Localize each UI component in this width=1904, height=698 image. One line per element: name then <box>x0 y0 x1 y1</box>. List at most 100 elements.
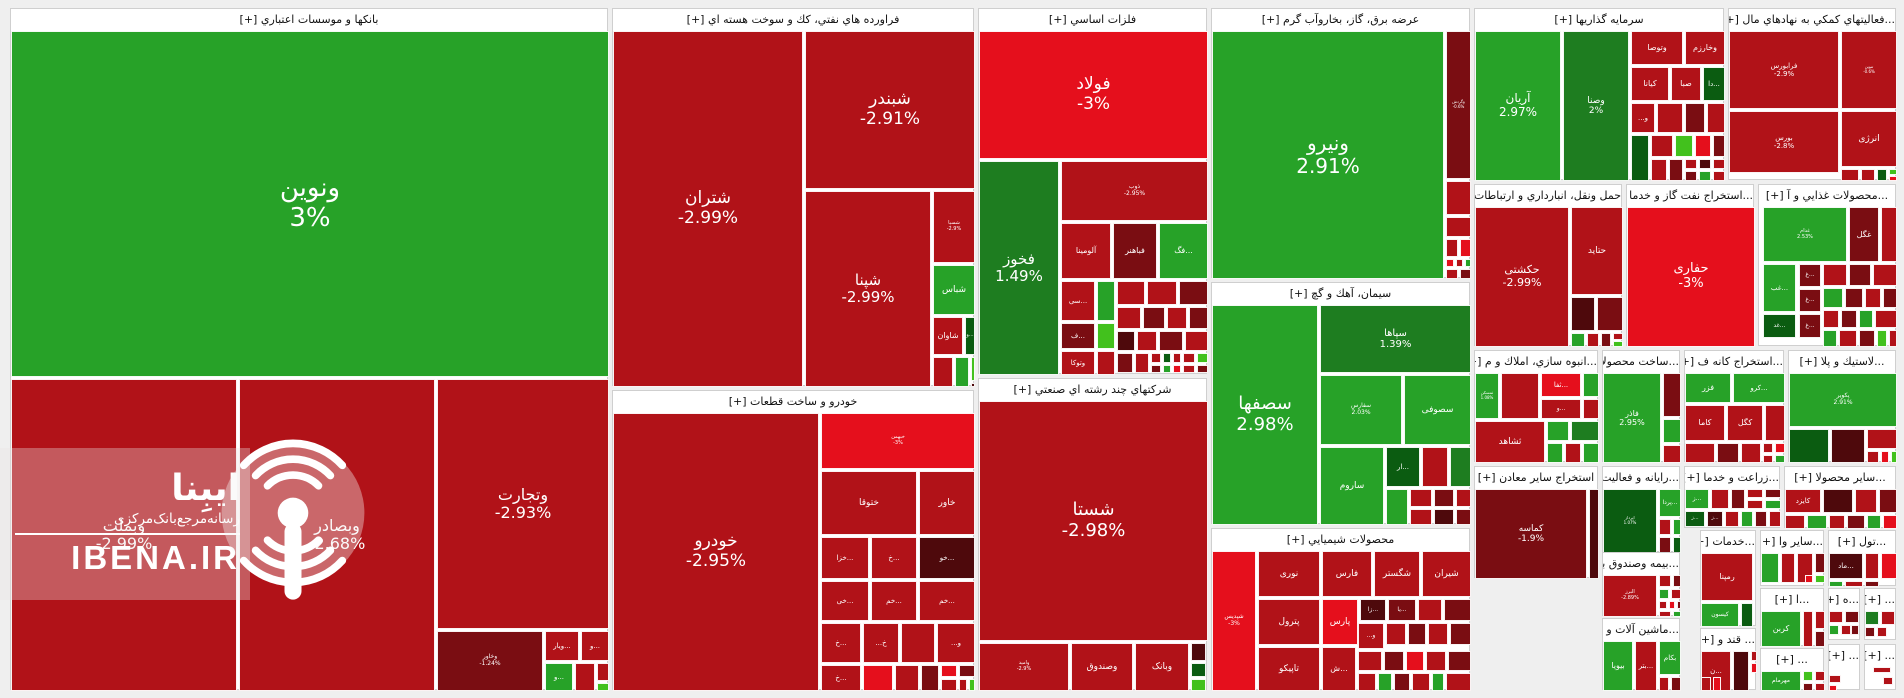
tile[interactable] <box>1448 651 1471 671</box>
tile[interactable] <box>1384 651 1404 671</box>
section-header-sugar[interactable]: ... قند و [+] <box>1701 629 1755 651</box>
tile[interactable] <box>1881 553 1897 579</box>
tile[interactable] <box>1805 575 1813 583</box>
tile[interactable] <box>1883 515 1897 529</box>
tile[interactable] <box>1841 625 1851 635</box>
section-header-misc-e[interactable]: ... [+] <box>1865 645 1895 667</box>
tile[interactable] <box>1465 259 1471 267</box>
section-header-misc-c[interactable]: ... [+] <box>1865 589 1895 611</box>
tile[interactable] <box>1571 297 1595 331</box>
tile[interactable] <box>1386 489 1408 525</box>
tile[interactable] <box>1763 443 1773 453</box>
section-header-production[interactable]: ...تول [+] <box>1829 531 1895 553</box>
tile[interactable] <box>1889 176 1897 181</box>
tile[interactable] <box>1446 673 1471 691</box>
tile[interactable] <box>1659 537 1671 553</box>
tile[interactable] <box>901 623 935 663</box>
tile-خودرو[interactable]: خودرو -2.95% <box>613 413 819 691</box>
tile[interactable] <box>1659 601 1667 609</box>
tile[interactable] <box>1891 451 1897 463</box>
tile[interactable] <box>1867 515 1881 529</box>
tile[interactable] <box>1197 353 1208 363</box>
tile[interactable] <box>1829 515 1845 529</box>
tile[interactable] <box>1408 623 1426 645</box>
tile-کاما[interactable]: کاما <box>1685 405 1725 441</box>
tile-...خی[interactable]: ...خی <box>821 581 869 621</box>
tile[interactable] <box>597 683 609 691</box>
tile[interactable] <box>1159 331 1183 351</box>
tile[interactable] <box>1613 341 1623 347</box>
tile[interactable] <box>1815 631 1825 647</box>
tile[interactable] <box>1501 373 1539 419</box>
tile[interactable] <box>1358 651 1382 671</box>
section-header-other-mining[interactable]: استخراج ساير معادن [+] <box>1475 467 1597 489</box>
tile[interactable] <box>1097 351 1115 375</box>
tile-رمپنا[interactable]: رمپنا <box>1701 553 1753 601</box>
tile[interactable] <box>1685 443 1715 463</box>
tile[interactable] <box>1815 553 1825 573</box>
tile[interactable] <box>1422 447 1448 487</box>
tile[interactable] <box>1803 683 1813 691</box>
tile[interactable] <box>1823 310 1839 328</box>
section-header-computer[interactable]: ...رايانه و فعاليت‌ها [+] <box>1603 467 1679 489</box>
tile[interactable] <box>1406 651 1424 671</box>
tile-کماسه[interactable]: کماسه -1.9% <box>1475 489 1587 579</box>
tile-تنوین[interactable]: تنوین -0.6% <box>1841 31 1897 109</box>
tile-وصنا[interactable]: وصنا 2% <box>1563 31 1629 181</box>
tile[interactable] <box>1191 643 1206 661</box>
tile[interactable] <box>1412 673 1430 691</box>
tile[interactable] <box>1741 443 1761 463</box>
section-header-misc-a[interactable]: ... [+] <box>1761 649 1823 671</box>
tile-ثمسکن[interactable]: ثمسکن 1.08% <box>1475 373 1499 419</box>
tile-ذوب[interactable]: ذوب -2.95% <box>1061 161 1208 221</box>
tile[interactable] <box>1873 667 1891 673</box>
section-header-oil-extraction[interactable]: ...استخراج نفت گاز و خدما [+] <box>1627 185 1753 207</box>
tile[interactable] <box>597 663 609 681</box>
tile[interactable] <box>1167 307 1187 329</box>
tile[interactable] <box>1613 333 1623 340</box>
tile-حکشتی[interactable]: حکشتی -2.99% <box>1475 207 1569 347</box>
tile[interactable] <box>1137 331 1157 351</box>
tile[interactable] <box>1358 673 1376 691</box>
tile[interactable] <box>1765 489 1781 498</box>
tile-شیران[interactable]: شیران <box>1422 551 1471 597</box>
tile[interactable] <box>1583 373 1599 397</box>
tile-البرز[interactable]: البرز -2.89% <box>1603 575 1657 617</box>
tile[interactable] <box>1803 671 1813 681</box>
tile-ختوقا[interactable]: ختوقا <box>821 471 917 535</box>
tile[interactable] <box>1456 509 1471 525</box>
tile-ثشاهد[interactable]: ثشاهد <box>1475 421 1545 463</box>
section-header-power[interactable]: عرضه برق، گاز، بخاروآب گرم [+] <box>1212 9 1469 31</box>
tile-صبا[interactable]: صبا <box>1671 67 1701 101</box>
section-header-food[interactable]: ...محصولات غذايي و آ [+] <box>1759 185 1895 207</box>
tile[interactable] <box>1865 581 1879 587</box>
section-header-chems[interactable]: محصولات شيميايي [+] <box>1212 529 1469 551</box>
tile-نوری[interactable]: نوری <box>1258 551 1320 597</box>
tile[interactable] <box>1601 333 1611 347</box>
tile[interactable] <box>1733 651 1749 691</box>
tile[interactable] <box>1775 455 1785 463</box>
section-header-oil[interactable]: فراورده هاي نفتي، كك و سوخت هسته اي [+] <box>613 9 973 31</box>
section-header-multi[interactable]: شركتهاي چند رشته اي صنعتي [+] <box>979 379 1206 401</box>
tile[interactable] <box>969 679 975 691</box>
tile-...غ[interactable]: ...غ <box>1799 264 1821 287</box>
tile[interactable] <box>1378 673 1392 691</box>
tile[interactable] <box>1731 489 1745 509</box>
tile[interactable] <box>1741 511 1753 527</box>
tile[interactable] <box>1763 455 1773 463</box>
tile-...غ[interactable]: ...غ <box>1799 289 1821 312</box>
tile[interactable] <box>1589 489 1599 579</box>
section-header-autos[interactable]: خودرو و ساخت قطعات [+] <box>613 391 973 413</box>
tile[interactable] <box>1851 625 1859 635</box>
tile-حفاری[interactable]: حفاری -3% <box>1627 207 1755 347</box>
section-header-ore-mining[interactable]: ...استخراج كانه ف [+] <box>1685 351 1783 373</box>
tile-فزر[interactable]: فزر <box>1685 373 1731 403</box>
tile-...ف[interactable]: ...ف <box>1061 323 1095 349</box>
tile-و...[interactable]: و... <box>1631 103 1655 133</box>
tile[interactable] <box>941 679 957 691</box>
tile-کربن[interactable]: کربن <box>1761 611 1801 647</box>
tile-...فگ[interactable]: ...فگ <box>1159 223 1208 279</box>
tile[interactable] <box>1547 421 1569 441</box>
tile[interactable] <box>1446 181 1471 215</box>
tile[interactable] <box>1859 330 1875 347</box>
